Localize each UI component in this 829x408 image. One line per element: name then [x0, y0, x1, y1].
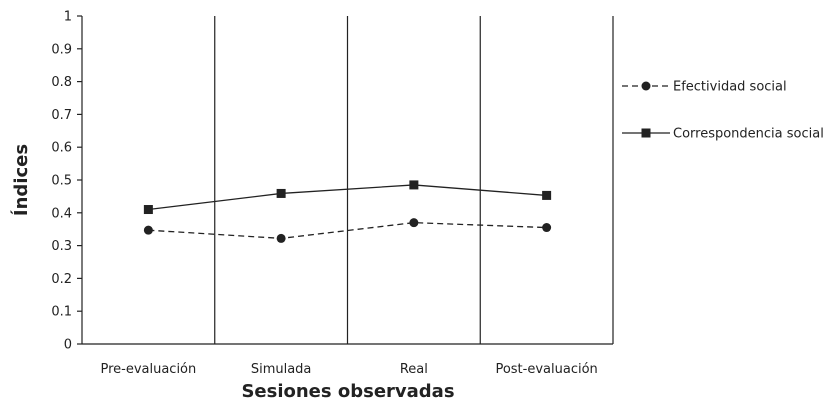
y-tick-label: 0.9: [51, 42, 72, 57]
y-tick-label: 0.7: [51, 108, 72, 123]
legend-label: Correspondencia social: [673, 127, 824, 142]
plot-area: 0 0.1 0.2 0.3 0.4 0.5 0.6 0.7 0.8 0.9 1 Pre-evalua…: [51, 10, 614, 377]
y-ticks: 0 0.1 0.2 0.3 0.4 0.5 0.6 0.7 0.8 0.9 1: [51, 10, 82, 353]
y-tick-label: 0.8: [51, 75, 72, 90]
x-tick-label: Simulada: [251, 362, 312, 377]
series-group: [143, 180, 552, 243]
y-tick-label: 0.5: [51, 174, 72, 189]
y-tick-label: 1: [64, 10, 72, 25]
data-point-square: [409, 180, 419, 190]
legend-marker-square: [641, 128, 651, 138]
data-point-circle: [143, 225, 153, 235]
series-line: [148, 184, 547, 211]
data-point-square: [542, 190, 552, 200]
y-tick-label: 0.4: [51, 206, 72, 221]
data-point-circle: [542, 223, 552, 233]
x-tick-label: Pre-evaluación: [100, 362, 196, 377]
y-tick-label: 0: [64, 338, 72, 353]
x-tick-label: Post-evaluación: [495, 362, 597, 377]
y-tick-label: 0.1: [51, 305, 72, 320]
y-axis-title: Índices: [10, 144, 32, 216]
y-tick-label: 0.2: [51, 272, 72, 287]
y-tick-label: 0.6: [51, 141, 72, 156]
series-line: [148, 221, 547, 240]
x-tick-label: Real: [400, 362, 428, 377]
y-tick-label: 0.3: [51, 239, 72, 254]
legend-label: Efectividad social: [673, 80, 787, 95]
legend-marker-circle: [641, 81, 651, 91]
x-tick-labels: Pre-evaluación Simulada Real Post-evaluació…: [100, 362, 597, 377]
legend: Efectividad social Correspondencia social: [622, 80, 824, 142]
data-point-square: [276, 188, 286, 198]
data-point-circle: [276, 233, 286, 243]
phase-separators: [214, 16, 614, 344]
data-point-circle: [409, 218, 419, 228]
x-axis-title: Sesiones observadas: [241, 381, 454, 402]
data-point-square: [143, 205, 153, 215]
